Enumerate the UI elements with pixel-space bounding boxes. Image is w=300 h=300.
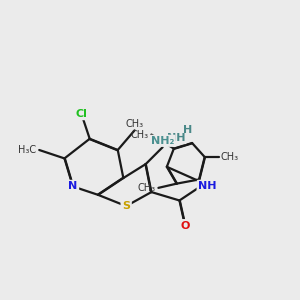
Text: H₃C: H₃C: [18, 145, 36, 155]
Text: H: H: [183, 124, 192, 135]
Text: O: O: [180, 221, 190, 231]
Text: CH₃: CH₃: [125, 119, 144, 129]
Text: NH₂: NH₂: [151, 136, 174, 146]
Text: N: N: [68, 182, 77, 191]
Text: CH₃: CH₃: [137, 183, 156, 193]
Text: CH₃: CH₃: [130, 130, 148, 140]
Text: NH: NH: [167, 133, 185, 143]
Text: CH₃: CH₃: [220, 152, 238, 162]
Text: Cl: Cl: [75, 109, 87, 118]
Text: S: S: [122, 201, 130, 211]
Text: NH: NH: [198, 182, 217, 191]
